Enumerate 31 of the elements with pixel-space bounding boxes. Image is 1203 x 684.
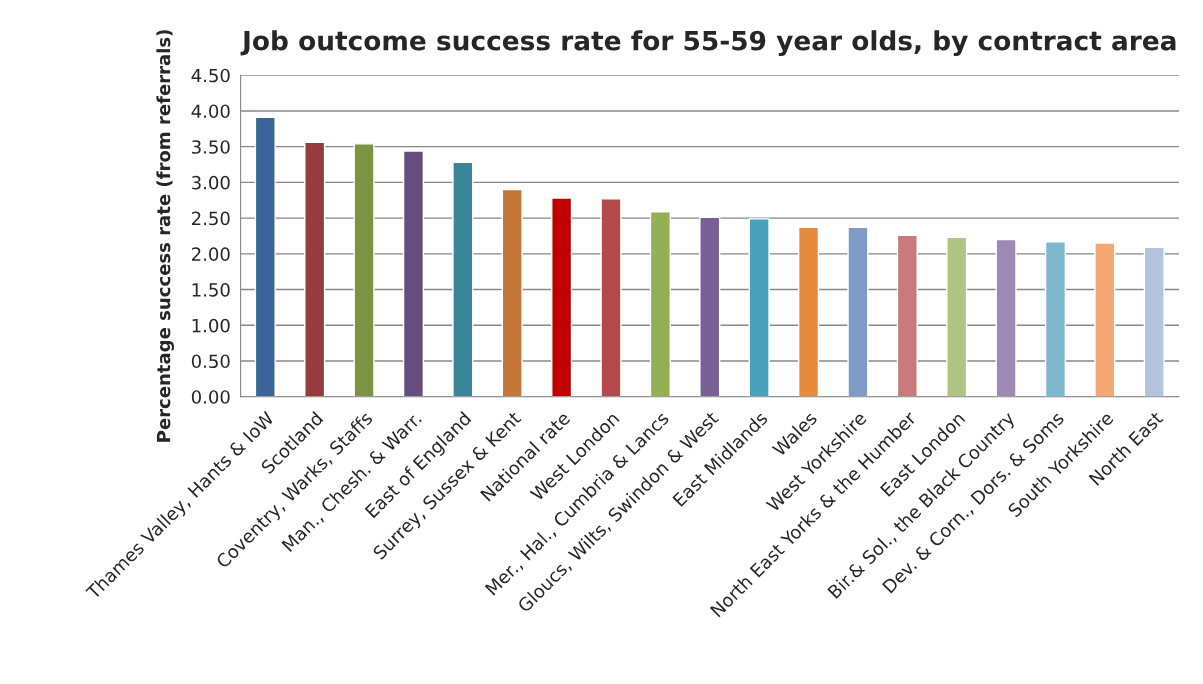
bar xyxy=(600,198,622,397)
y-tick-label: 4.00 xyxy=(191,104,230,119)
chart-title: Job outcome success rate for 55-59 year olds, by contract area xyxy=(240,30,1176,56)
bar xyxy=(1044,241,1067,397)
bar xyxy=(501,188,523,397)
y-tick-label: 2.00 xyxy=(192,247,230,261)
bar xyxy=(699,216,721,397)
bar xyxy=(649,210,671,397)
y-tick-label: 1.00 xyxy=(192,318,230,333)
bar xyxy=(748,218,770,397)
bar xyxy=(1143,246,1165,397)
y-tick-label: 1.50 xyxy=(192,283,230,297)
bar xyxy=(254,116,276,397)
y-tick-label: 0.50 xyxy=(191,354,230,369)
bar xyxy=(896,234,918,397)
bar xyxy=(402,150,425,397)
bar xyxy=(304,141,326,397)
bar xyxy=(847,226,869,397)
bar xyxy=(452,161,474,397)
y-tick-label: 3.00 xyxy=(192,175,230,190)
bar xyxy=(1094,242,1116,397)
y-axis-title: Percentage success rate (from referrals) xyxy=(156,30,175,442)
bar xyxy=(353,143,375,397)
bar xyxy=(797,226,820,397)
y-tick-label: 4.50 xyxy=(191,68,230,83)
bar xyxy=(995,238,1017,397)
bar xyxy=(946,236,968,397)
y-tick-label: 3.50 xyxy=(192,140,230,154)
bar xyxy=(551,197,573,397)
y-tick-label: 2.50 xyxy=(192,211,230,226)
y-tick-label: 0.00 xyxy=(191,390,230,404)
